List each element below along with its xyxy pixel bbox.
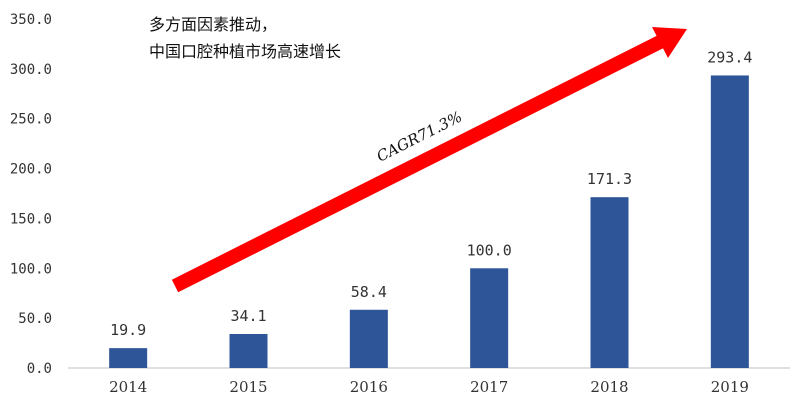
y-tick-label: 250.0 <box>10 112 52 128</box>
y-tick-label: 150.0 <box>10 211 52 227</box>
y-tick-label: 300.0 <box>10 62 52 78</box>
growth-arrow-shaft <box>171 35 664 293</box>
x-tick-label: 2016 <box>350 378 388 396</box>
data-label: 58.4 <box>351 283 387 301</box>
y-axis: 0.0 50.0 100.0 150.0 200.0 250.0 300.0 350.0 <box>10 12 52 377</box>
bar <box>109 348 148 368</box>
data-label: 293.4 <box>707 48 752 66</box>
data-label: 171.3 <box>587 170 632 188</box>
x-tick-label: 2015 <box>229 378 267 396</box>
data-label: 19.9 <box>110 321 146 339</box>
y-tick-label: 0.0 <box>27 361 52 377</box>
y-tick-label: 350.0 <box>10 12 52 28</box>
x-tick-label: 2019 <box>711 378 749 396</box>
bar <box>470 268 509 368</box>
data-labels: 19.9 34.1 58.4 100.0 171.3 293.4 <box>110 48 752 339</box>
x-axis: 2014 2015 2016 2017 2018 2019 <box>109 378 749 396</box>
x-tick-label: 2017 <box>470 378 508 396</box>
headline-line-1: 多方面因素推动， <box>149 15 277 34</box>
bar <box>229 333 268 368</box>
x-tick-label: 2018 <box>590 378 628 396</box>
bar <box>590 197 629 368</box>
bars <box>109 75 749 368</box>
x-tick-label: 2014 <box>109 378 147 396</box>
bar <box>710 75 749 368</box>
y-tick-label: 50.0 <box>18 311 52 327</box>
data-label: 100.0 <box>467 241 512 259</box>
bar <box>349 309 388 368</box>
data-label: 34.1 <box>230 307 266 325</box>
growth-arrow <box>171 27 687 293</box>
y-tick-label: 100.0 <box>10 261 52 277</box>
headline-line-2: 中国口腔种植市场高速增长 <box>149 42 341 61</box>
growth-arrow-head <box>652 27 687 58</box>
y-tick-label: 200.0 <box>10 162 52 178</box>
